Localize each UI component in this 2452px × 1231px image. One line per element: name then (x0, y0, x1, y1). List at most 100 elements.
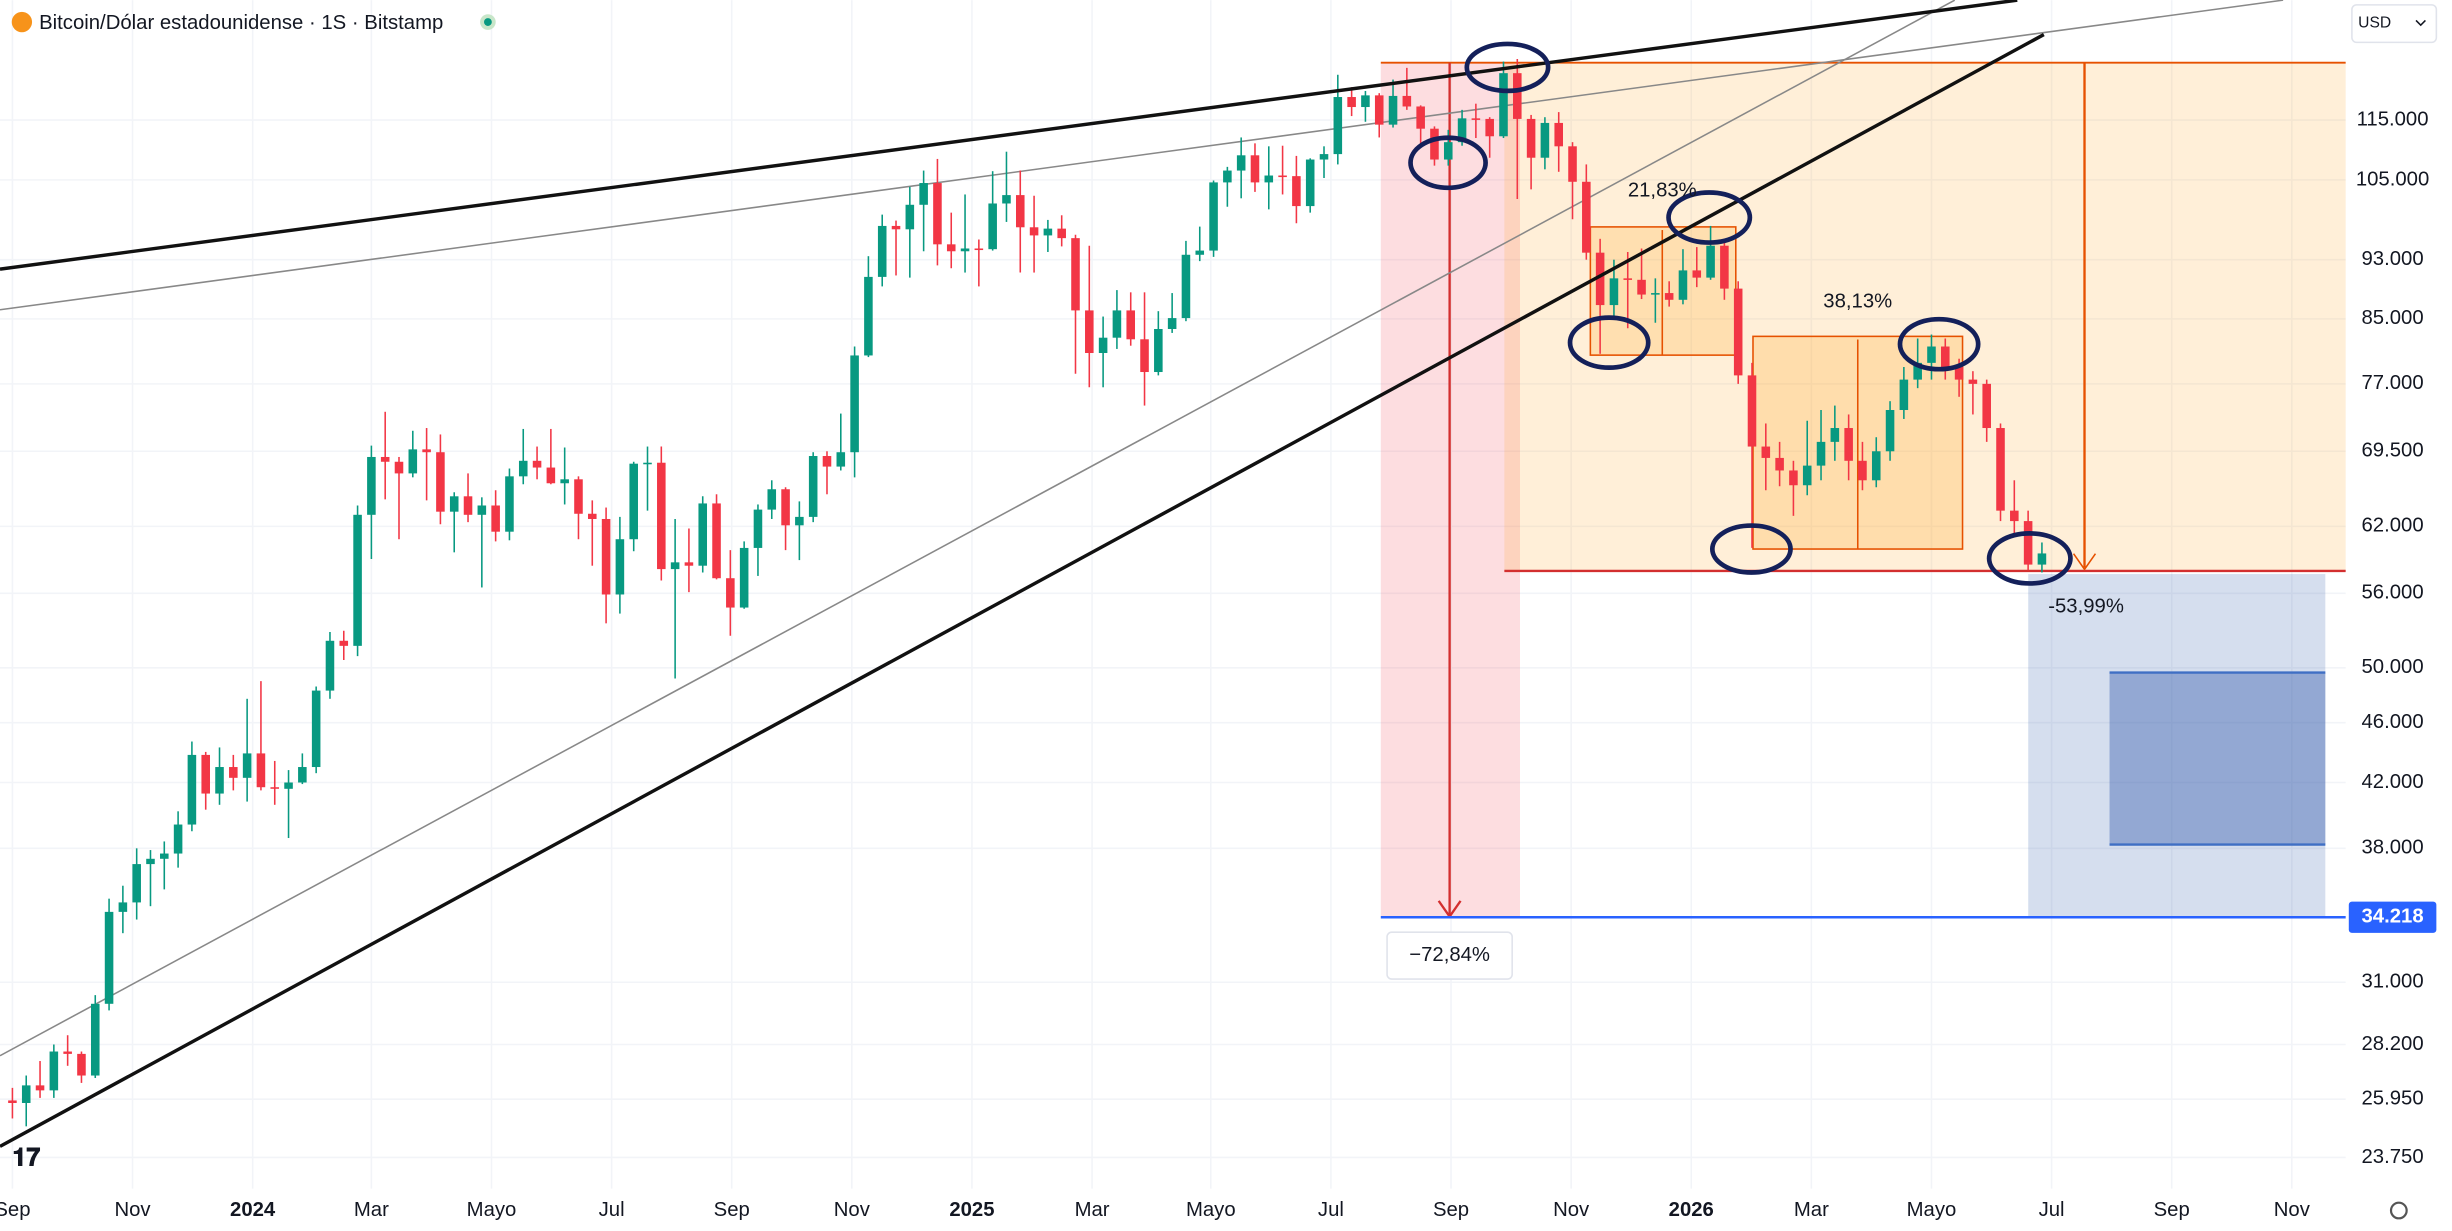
x-tick-label: Nov (2274, 1199, 2311, 1221)
x-tick-label: Sep (714, 1199, 750, 1221)
candle-body (1388, 95, 1398, 125)
candle-body (1858, 460, 1867, 481)
candle-body (1209, 182, 1218, 251)
candle-body (1554, 122, 1563, 147)
candle-body (1305, 159, 1315, 207)
candle-body (2023, 521, 2033, 565)
y-tick-label: 25.950 (2362, 1088, 2424, 1110)
candle-body (1623, 278, 1633, 280)
candle-body (588, 513, 597, 519)
axes: 23.750 25.950 28.200 31.000 38.000 42.000 46.0… (0, 108, 2437, 1221)
candle-body (1126, 310, 1136, 340)
x-tick-label: 2024 (230, 1199, 276, 1221)
candle-body (670, 562, 680, 570)
overlays: 21,83% 38,13% -53,99% −72,84% (0, 0, 2124, 1148)
y-tick-label: 31.000 (2362, 971, 2424, 993)
drawings (0, 0, 2346, 1057)
candle-body (49, 1051, 59, 1091)
candle-body (1789, 470, 1798, 486)
candle-body (1885, 410, 1895, 452)
candle-body (1457, 118, 1467, 143)
candles (8, 58, 2047, 1127)
candle-body (1706, 245, 1715, 278)
price-label-box (2348, 901, 2437, 933)
candle-body (1775, 457, 1784, 471)
x-tick-label: Mar (1075, 1199, 1110, 1221)
candle-body (201, 754, 210, 794)
currency-label[interactable]: USD (2358, 15, 2391, 32)
candle-body (615, 539, 625, 595)
candle-body (436, 452, 445, 512)
marker-ellipse (1986, 531, 2073, 586)
candle-body (1802, 465, 1812, 486)
candle-body (229, 767, 238, 778)
range-box (1504, 62, 2346, 571)
candle-body (353, 514, 362, 646)
candle-body (1236, 155, 1246, 171)
candle-body (518, 460, 528, 477)
candle-body (1595, 252, 1605, 306)
candle-body (339, 640, 349, 646)
marker-ellipse (1464, 41, 1551, 94)
candle-body (726, 578, 735, 608)
candle-body (491, 505, 500, 532)
candle-body (463, 496, 473, 515)
candle-body (1485, 118, 1494, 137)
y-tick-label: 69.500 (2362, 440, 2424, 462)
candle-body (698, 503, 708, 566)
candle-body (1278, 175, 1287, 178)
candle-body (325, 640, 335, 691)
candle-body (1941, 346, 1950, 368)
candle-body (850, 355, 859, 453)
annotation: 21,83% (1628, 179, 1697, 201)
bitcoin-icon (11, 11, 33, 33)
trend-line (0, 0, 2284, 311)
x-tick-label: Mayo (467, 1199, 517, 1221)
logo: 𝟏𝟕 (13, 1144, 41, 1172)
x-tick-label: Jul (2039, 1199, 2065, 1221)
candle-body (1526, 118, 1536, 158)
candle-body (933, 183, 942, 245)
currency-button[interactable] (2351, 4, 2438, 44)
candle-body (118, 902, 128, 912)
trend-line (0, 33, 2045, 1148)
candle-body (284, 782, 293, 789)
candle-body (8, 1100, 17, 1103)
candle-body (1181, 254, 1191, 319)
candle-body (864, 276, 873, 356)
y-tick-label: 56.000 (2362, 582, 2424, 604)
candle-body (1361, 95, 1370, 108)
candle-body (187, 754, 197, 825)
candle-body (1692, 270, 1702, 278)
candle-body (1471, 118, 1481, 120)
candle-body (1140, 339, 1149, 373)
settings-icon[interactable] (2389, 1201, 2408, 1220)
candle-body (1264, 175, 1274, 183)
candle-body (532, 460, 542, 468)
candle-body (35, 1085, 45, 1091)
candle-body (256, 753, 266, 788)
candle-body (1637, 279, 1646, 295)
x-tick-label: Sep (1433, 1199, 1469, 1221)
candle-body (298, 767, 307, 783)
candle-body (560, 479, 569, 484)
candle-body (753, 509, 763, 548)
candle-body (1319, 154, 1329, 160)
candle-body (1871, 451, 1881, 481)
annotation: 38,13% (1823, 290, 1892, 312)
grid (0, 0, 2346, 1189)
x-tick-label: Mar (1794, 1199, 1829, 1221)
candle-body (21, 1085, 31, 1103)
candle-body (1582, 181, 1591, 253)
y-tick-label: 62.000 (2362, 515, 2424, 537)
candle-body (367, 456, 376, 515)
target-box (2109, 672, 2326, 845)
candle-body (1430, 128, 1439, 160)
candle-body (1015, 195, 1025, 228)
candle-body (104, 911, 114, 1004)
candle-body (270, 787, 280, 789)
candle-body (1982, 383, 1991, 429)
candle-body (657, 462, 666, 570)
candle-body (77, 1053, 86, 1076)
